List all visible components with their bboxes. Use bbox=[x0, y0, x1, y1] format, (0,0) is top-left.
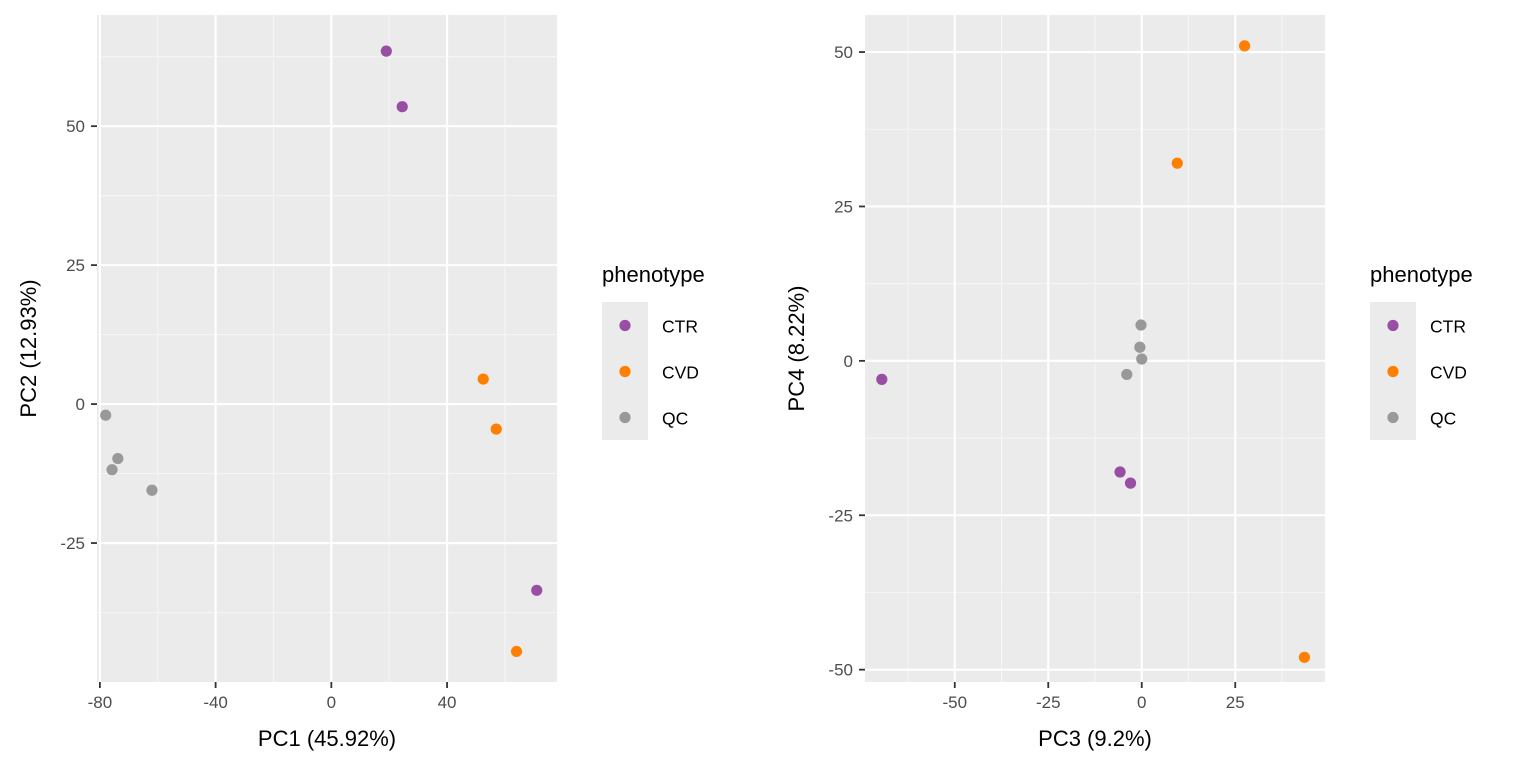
x-tick-label: 25 bbox=[1226, 693, 1245, 712]
series-qc bbox=[1121, 319, 1148, 381]
y-tick-label: -50 bbox=[828, 661, 853, 680]
x-axis-title: PC3 (9.2%) bbox=[1038, 726, 1152, 751]
legend-title: phenotype bbox=[1370, 262, 1473, 287]
data-point-qc bbox=[106, 464, 118, 476]
data-point-ctr bbox=[380, 45, 392, 57]
y-tick-label: 50 bbox=[834, 43, 853, 62]
data-point-cvd bbox=[490, 423, 502, 435]
y-axis-title: PC4 (8.22%) bbox=[784, 286, 809, 412]
legend-1: phenotype CTR CVD QC bbox=[602, 262, 705, 440]
data-point-cvd bbox=[477, 373, 489, 385]
y-tick-label: -25 bbox=[828, 506, 853, 525]
data-point-ctr bbox=[531, 584, 543, 596]
series-cvd bbox=[477, 373, 523, 658]
series-qc bbox=[100, 409, 158, 496]
legend-2: phenotype CTR CVD QC bbox=[1370, 262, 1473, 440]
y-tick-label: 0 bbox=[76, 395, 85, 414]
legend-label-ctr: CTR bbox=[1430, 317, 1466, 337]
legend-key-ctr bbox=[619, 319, 631, 332]
x-tick-label: -40 bbox=[203, 693, 228, 712]
x-tick-label: 0 bbox=[327, 693, 336, 712]
legend-label-cvd: CVD bbox=[1430, 363, 1467, 383]
data-point-qc bbox=[1135, 319, 1147, 331]
data-point-cvd bbox=[1171, 157, 1183, 169]
data-point-qc bbox=[112, 452, 124, 465]
x-tick-label: -25 bbox=[1036, 693, 1061, 712]
legend-label-qc: QC bbox=[662, 409, 688, 429]
legend-title: phenotype bbox=[602, 262, 705, 287]
plot-panel-2: -50 -25 0 25 -50 -25 0 25 50 PC3 (9.2%) PC4 (8.22%… bbox=[784, 15, 1325, 751]
data-point-qc bbox=[1121, 368, 1133, 381]
legend-label-ctr: CTR bbox=[662, 317, 698, 337]
data-point-cvd bbox=[1298, 651, 1311, 663]
data-point-qc bbox=[1134, 341, 1146, 353]
legend-key-cvd bbox=[619, 365, 631, 378]
panel-background bbox=[97, 15, 557, 682]
series-ctr bbox=[876, 373, 1137, 489]
data-point-qc bbox=[100, 409, 112, 421]
legend-key-qc bbox=[1387, 411, 1399, 424]
legend-key-cvd bbox=[1387, 365, 1399, 378]
data-point-ctr bbox=[396, 101, 408, 113]
x-tick-label: -50 bbox=[942, 693, 967, 712]
y-axis-title: PC2 (12.93%) bbox=[16, 279, 41, 417]
data-point-qc bbox=[146, 484, 158, 496]
y-tick-label: 25 bbox=[834, 197, 853, 216]
x-tick-label: 0 bbox=[1137, 693, 1146, 712]
data-point-cvd bbox=[1238, 40, 1251, 52]
data-point-cvd bbox=[510, 645, 523, 658]
series-cvd bbox=[1171, 40, 1311, 663]
y-tick-label: -25 bbox=[60, 534, 85, 553]
x-axis-title: PC1 (45.92%) bbox=[258, 726, 396, 751]
legend-label-cvd: CVD bbox=[662, 363, 699, 383]
series-ctr bbox=[380, 45, 543, 596]
data-point-ctr bbox=[1124, 477, 1137, 489]
x-tick-label: 40 bbox=[438, 693, 457, 712]
data-point-ctr bbox=[876, 373, 888, 385]
x-tick-label: -80 bbox=[88, 693, 113, 712]
legend-label-qc: QC bbox=[1430, 409, 1456, 429]
data-point-qc bbox=[1136, 353, 1148, 365]
data-point-ctr bbox=[1114, 466, 1126, 478]
y-tick-label: 0 bbox=[844, 352, 853, 371]
plot-panel-1: -80 -40 0 40 -25 0 25 50 PC1 (45.92%) PC2 (12.93%… bbox=[16, 15, 557, 751]
y-tick-label: 50 bbox=[66, 117, 85, 136]
legend-key-ctr bbox=[1387, 319, 1399, 332]
legend-key-qc bbox=[619, 411, 631, 424]
y-tick-label: 25 bbox=[66, 256, 85, 275]
